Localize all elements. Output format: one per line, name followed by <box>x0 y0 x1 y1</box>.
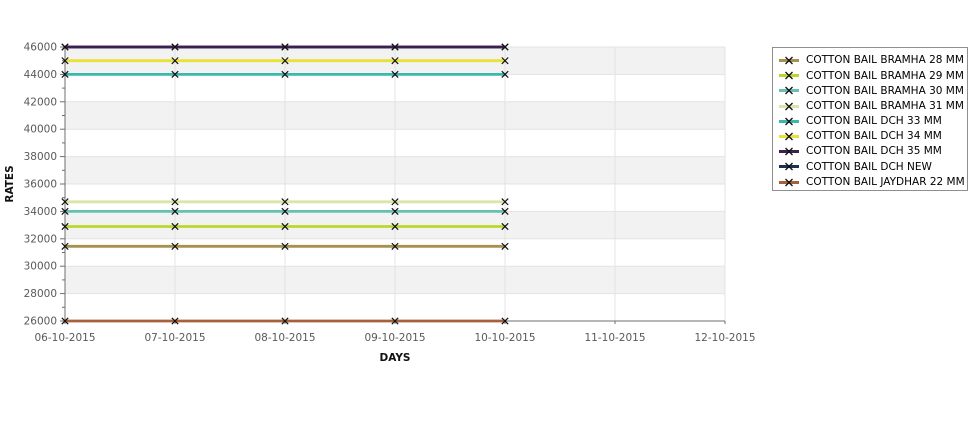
y-axis: 26000 28000 30000 32000 34000 36000 38000 40000… <box>24 42 65 328</box>
svg-text:10-10-2015: 10-10-2015 <box>474 332 535 344</box>
legend-item: COTTON BAIL DCH 34 MM <box>778 129 964 144</box>
svg-text:06-10-2015: 06-10-2015 <box>34 332 95 344</box>
svg-text:09-10-2015: 09-10-2015 <box>364 332 425 344</box>
legend-marker-icon <box>779 178 799 187</box>
legend-item: COTTON BAIL DCH 35 MM <box>778 144 964 159</box>
legend-label: COTTON BAIL BRAMHA 29 MM <box>806 69 964 82</box>
legend-item: COTTON BAIL JAYDHAR 22 MM <box>778 175 965 190</box>
svg-text:30000: 30000 <box>24 261 57 273</box>
svg-text:38000: 38000 <box>24 151 57 163</box>
svg-text:26000: 26000 <box>24 316 57 328</box>
price-chart: 26000 28000 30000 32000 34000 36000 38000 40000… <box>4 42 756 365</box>
y-axis-title: RATES <box>4 165 16 202</box>
legend-item: COTTON BAIL BRAMHA 31 MM <box>778 99 964 114</box>
svg-text:44000: 44000 <box>24 69 57 81</box>
legend-item: COTTON BAIL BRAMHA 28 MM <box>778 53 964 68</box>
legend-label: COTTON BAIL BRAMHA 31 MM <box>806 99 964 112</box>
legend-marker-icon <box>779 87 799 95</box>
legend-marker-icon <box>779 162 799 171</box>
svg-text:08-10-2015: 08-10-2015 <box>254 332 315 344</box>
legend-label: COTTON BAIL DCH NEW <box>806 160 932 173</box>
legend-marker-icon <box>779 117 799 126</box>
legend-label: COTTON BAIL JAYDHAR 22 MM <box>806 175 965 188</box>
legend-label: COTTON BAIL BRAMHA 28 MM <box>806 54 964 67</box>
legend-label: COTTON BAIL DCH 35 MM <box>806 145 942 158</box>
legend-item: COTTON BAIL BRAMHA 30 MM <box>778 83 964 98</box>
legend-label: COTTON BAIL BRAMHA 30 MM <box>806 84 964 97</box>
legend-marker-icon <box>779 132 799 141</box>
legend-marker-icon <box>779 71 799 80</box>
svg-text:46000: 46000 <box>24 42 57 54</box>
svg-text:12-10-2015: 12-10-2015 <box>694 332 755 344</box>
legend-marker-icon <box>779 147 799 156</box>
svg-text:42000: 42000 <box>24 96 57 108</box>
legend-label: COTTON BAIL DCH 33 MM <box>806 115 942 128</box>
svg-text:40000: 40000 <box>24 124 57 136</box>
legend-box: COTTON BAIL BRAMHA 28 MM COTTON BAIL BRA… <box>772 47 968 191</box>
legend-label: COTTON BAIL DCH 34 MM <box>806 130 942 143</box>
x-axis-title: DAYS <box>379 352 410 364</box>
legend-marker-icon <box>779 56 799 65</box>
legend-item: COTTON BAIL DCH 33 MM <box>778 114 964 129</box>
svg-text:11-10-2015: 11-10-2015 <box>584 332 645 344</box>
svg-text:28000: 28000 <box>24 288 57 300</box>
svg-text:07-10-2015: 07-10-2015 <box>144 332 205 344</box>
series <box>61 43 509 325</box>
svg-text:34000: 34000 <box>24 206 57 218</box>
legend-item: COTTON BAIL DCH NEW <box>778 159 964 174</box>
svg-text:32000: 32000 <box>24 233 57 245</box>
x-axis: 06-10-2015 07-10-2015 08-10-2015 09-10-2015… <box>34 321 756 344</box>
legend-item: COTTON BAIL BRAMHA 29 MM <box>778 68 964 83</box>
svg-text:36000: 36000 <box>24 179 57 191</box>
legend-marker-icon <box>779 102 799 111</box>
